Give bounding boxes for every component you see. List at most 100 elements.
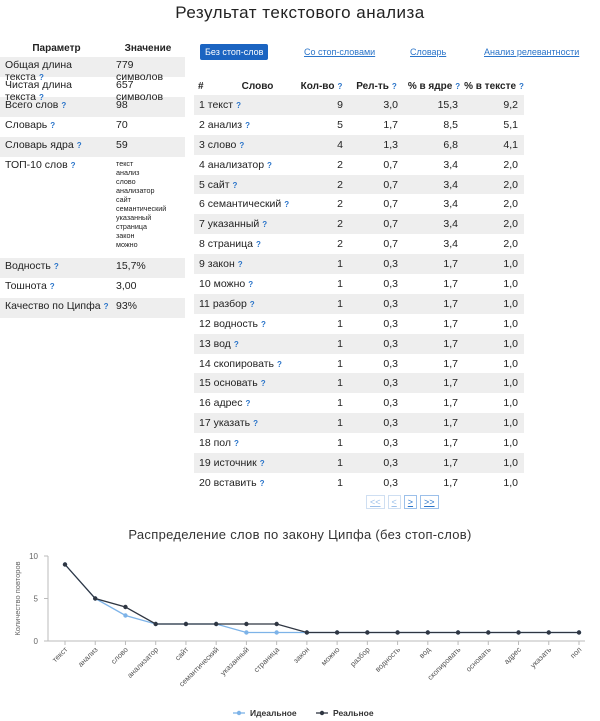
- row-word: текст: [207, 98, 234, 111]
- col-text[interactable]: % в тексте?: [464, 80, 524, 92]
- series-point: [123, 613, 128, 618]
- prev-page-button[interactable]: <: [387, 495, 401, 509]
- pagination: << < > >>: [366, 495, 439, 509]
- help-icon[interactable]: ?: [259, 458, 265, 468]
- row-text: 5,1: [503, 118, 518, 131]
- row-count: 1: [337, 297, 343, 310]
- row-rel: 0,7: [383, 218, 398, 231]
- series-point: [425, 630, 431, 635]
- row-text: 1,0: [503, 337, 518, 350]
- series-point: [334, 630, 340, 635]
- row-num: 7: [199, 218, 205, 231]
- row-word: можно: [213, 277, 246, 290]
- row-num: 8: [199, 238, 205, 251]
- help-icon[interactable]: ?: [248, 279, 254, 289]
- row-num: 10: [199, 277, 211, 290]
- param-value: 70: [116, 119, 128, 131]
- table-row: 9 закон? 1 0,3 1,7 1,0: [194, 254, 524, 275]
- help-icon[interactable]: ?: [236, 100, 241, 110]
- help-icon[interactable]: ?: [61, 101, 67, 110]
- series-point: [486, 630, 491, 635]
- help-icon[interactable]: ?: [245, 120, 250, 130]
- row-word: пол: [213, 437, 232, 450]
- row-core: 8,5: [443, 118, 458, 131]
- x-tick-label: пол: [568, 645, 583, 660]
- help-icon[interactable]: ?: [249, 299, 255, 309]
- row-rel: 0,7: [383, 238, 398, 251]
- last-page-button[interactable]: >>: [420, 495, 439, 509]
- tab-with-stopwords[interactable]: Со стоп-словами: [304, 47, 376, 57]
- first-page-button[interactable]: <<: [366, 495, 385, 509]
- help-icon[interactable]: ?: [260, 319, 266, 329]
- help-icon[interactable]: ?: [237, 260, 243, 270]
- x-tick-label: слово: [109, 645, 130, 666]
- help-icon[interactable]: ?: [267, 160, 272, 170]
- table-row: 8 страница? 2 0,7 3,4 2,0: [194, 234, 524, 254]
- row-count: 1: [337, 417, 343, 430]
- help-icon[interactable]: ?: [70, 161, 76, 170]
- help-icon[interactable]: ?: [233, 339, 239, 349]
- help-icon[interactable]: ?: [277, 359, 282, 369]
- top10-word: семантический: [116, 204, 167, 213]
- row-num: 1: [199, 98, 205, 111]
- table-row: 7 указанный? 2 0,7 3,4 2,0: [194, 214, 524, 235]
- col-rel[interactable]: Рел-ть?: [356, 80, 397, 92]
- row-core: 1,7: [443, 317, 458, 330]
- row-rel: 0,3: [383, 357, 398, 370]
- help-icon[interactable]: ?: [262, 220, 268, 230]
- col-count[interactable]: Кол-во?: [300, 80, 343, 92]
- y-tick-label: 10: [29, 552, 38, 561]
- series-point: [274, 630, 279, 635]
- row-text: 2,0: [503, 238, 518, 251]
- x-tick-label: анализ: [76, 645, 100, 669]
- row-count: 2: [337, 178, 343, 191]
- next-page-button[interactable]: >: [403, 495, 418, 509]
- param-label: ТОП-10 слов: [5, 159, 68, 171]
- help-icon[interactable]: ?: [53, 262, 59, 271]
- help-icon[interactable]: ?: [232, 180, 238, 190]
- row-count: 2: [337, 158, 343, 171]
- help-icon[interactable]: ?: [245, 399, 251, 409]
- help-icon[interactable]: ?: [39, 93, 44, 102]
- help-icon[interactable]: ?: [519, 81, 524, 91]
- help-icon[interactable]: ?: [337, 81, 343, 91]
- param-label: Словарь ядра: [5, 139, 74, 151]
- col-core[interactable]: % в ядре?: [407, 80, 461, 92]
- page-title: Результат текстового анализа: [175, 3, 425, 22]
- row-word: водность: [213, 317, 258, 330]
- row-count: 5: [337, 118, 343, 131]
- legend-label: Идеальное: [250, 708, 297, 718]
- row-rel: 1,7: [383, 118, 398, 131]
- help-icon[interactable]: ?: [256, 240, 261, 250]
- row-count: 1: [337, 317, 343, 330]
- top10-word: закон: [116, 231, 135, 240]
- row-word: анализатор: [207, 158, 265, 171]
- help-icon[interactable]: ?: [239, 140, 245, 150]
- param-label: Общая длина текста: [5, 59, 73, 83]
- table-row: 6 семантический? 2 0,7 3,4 2,0: [194, 194, 524, 214]
- help-icon[interactable]: ?: [391, 81, 397, 91]
- x-tick-label: указанный: [218, 645, 250, 677]
- row-text: 9,2: [503, 98, 518, 111]
- row-rel: 0,3: [383, 337, 398, 350]
- series-point: [455, 630, 461, 635]
- tab-without-stopwords[interactable]: Без стоп-слов: [200, 44, 269, 60]
- row-num: 17: [199, 417, 211, 430]
- row-text: 2,0: [503, 158, 518, 171]
- help-icon[interactable]: ?: [39, 73, 44, 82]
- help-icon[interactable]: ?: [234, 439, 239, 449]
- help-icon[interactable]: ?: [284, 200, 290, 210]
- row-word: указанный: [207, 218, 260, 231]
- help-icon[interactable]: ?: [76, 141, 82, 150]
- tab-relevance-analysis[interactable]: Анализ релевантности: [484, 47, 580, 57]
- help-icon[interactable]: ?: [260, 379, 266, 389]
- legend-marker: [236, 710, 242, 716]
- tab-dictionary[interactable]: Словарь: [410, 47, 447, 57]
- help-icon[interactable]: ?: [253, 419, 258, 429]
- help-icon[interactable]: ?: [455, 81, 461, 91]
- help-icon[interactable]: ?: [103, 302, 109, 311]
- help-icon[interactable]: ?: [49, 282, 55, 291]
- words-table-header: # Слово Кол-во? Рел-ть? % в ядре? % в те…: [194, 77, 524, 95]
- help-icon[interactable]: ?: [50, 121, 56, 130]
- help-icon[interactable]: ?: [259, 478, 265, 488]
